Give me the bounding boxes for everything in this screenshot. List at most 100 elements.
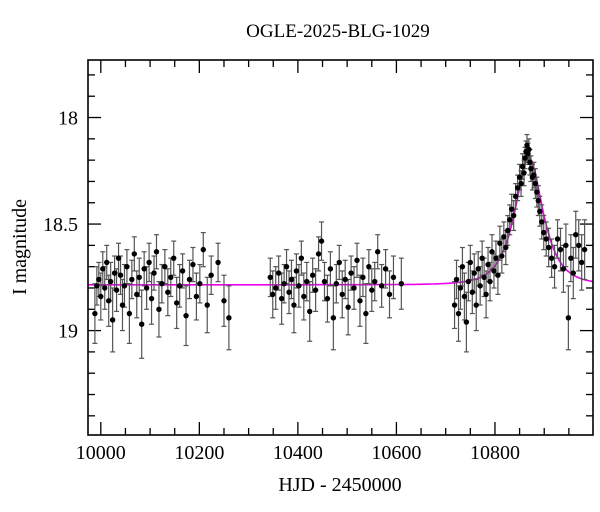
data-point	[548, 255, 555, 261]
data-point	[168, 274, 174, 281]
data-point	[539, 219, 545, 225]
data-point	[129, 276, 135, 283]
data-point	[570, 270, 576, 276]
data-point	[489, 249, 495, 255]
data-point	[100, 266, 106, 272]
data-point	[503, 244, 509, 251]
data-point	[286, 289, 292, 295]
data-point	[111, 270, 118, 276]
data-point	[475, 266, 481, 272]
data-point	[330, 315, 337, 321]
data-point	[505, 227, 511, 234]
data-point	[532, 180, 539, 187]
data-point	[453, 276, 460, 283]
data-point	[339, 291, 345, 298]
data-point	[312, 287, 319, 293]
data-point	[471, 270, 477, 276]
y-tick-label: 19	[58, 321, 78, 343]
data-points	[92, 142, 588, 327]
data-point	[270, 291, 276, 298]
data-point	[457, 285, 464, 291]
y-tick-label: 18.5	[43, 214, 78, 236]
data-point	[179, 268, 186, 274]
data-point	[278, 295, 285, 302]
data-point	[298, 255, 305, 261]
data-point	[455, 310, 462, 317]
data-point	[554, 236, 561, 242]
data-point	[293, 268, 300, 274]
data-point	[146, 259, 152, 266]
y-ticks	[88, 74, 593, 417]
data-point	[283, 263, 290, 270]
data-point	[477, 283, 483, 289]
data-point	[200, 246, 206, 253]
data-point	[465, 278, 472, 285]
data-point	[148, 295, 155, 302]
data-point	[351, 285, 357, 291]
data-point	[345, 304, 351, 310]
data-point	[307, 308, 313, 315]
data-point	[136, 274, 142, 281]
data-point	[139, 321, 145, 327]
data-point	[378, 283, 385, 289]
data-point	[467, 259, 474, 266]
data-point	[162, 263, 168, 270]
error-bars	[92, 133, 588, 359]
model-curve-layer	[88, 156, 593, 286]
data-point	[524, 142, 530, 148]
data-point	[535, 197, 542, 204]
data-point	[534, 189, 540, 195]
data-point	[141, 266, 147, 272]
data-point	[481, 274, 487, 281]
data-point	[176, 283, 183, 289]
x-tick-label: 10800	[470, 442, 520, 464]
data-point	[382, 266, 389, 272]
data-point	[398, 281, 405, 287]
data-point	[301, 293, 307, 300]
data-point	[124, 263, 130, 270]
data-point	[390, 274, 397, 281]
data-point	[115, 255, 122, 261]
data-point	[288, 276, 295, 283]
data-point	[354, 257, 360, 263]
data-point	[551, 263, 558, 270]
data-point	[578, 259, 585, 266]
data-point	[94, 283, 100, 289]
data-point	[372, 278, 378, 285]
data-point	[512, 193, 519, 200]
y-axis-label: I magnitude	[9, 199, 31, 295]
data-point	[360, 274, 366, 281]
data-point	[518, 180, 524, 187]
data-point	[543, 236, 549, 242]
data-point	[309, 272, 316, 278]
data-point	[321, 278, 328, 285]
data-point	[143, 285, 150, 291]
data-point	[357, 298, 363, 304]
data-point	[173, 300, 180, 306]
data-point	[495, 272, 501, 278]
data-point	[333, 281, 340, 287]
data-point	[156, 306, 162, 312]
x-tick-label: 10200	[174, 442, 224, 464]
data-point	[563, 242, 569, 249]
data-point	[304, 278, 310, 285]
data-point	[461, 293, 468, 300]
data-point	[153, 249, 160, 255]
data-point	[197, 281, 203, 287]
data-point	[522, 155, 528, 161]
x-ticks	[100, 60, 570, 435]
data-point	[117, 272, 124, 278]
plot-frame	[87, 59, 594, 436]
tick-labels: 10000 10200 10400 10600 10800 18 18.5 19	[43, 108, 520, 464]
data-point	[527, 159, 533, 165]
data-point	[366, 263, 372, 270]
data-point	[374, 249, 381, 255]
data-point	[576, 242, 582, 249]
data-point	[105, 298, 112, 304]
x-tick-label: 10000	[76, 442, 126, 464]
data-point	[525, 151, 531, 157]
data-point	[581, 246, 588, 253]
data-point	[267, 274, 273, 281]
